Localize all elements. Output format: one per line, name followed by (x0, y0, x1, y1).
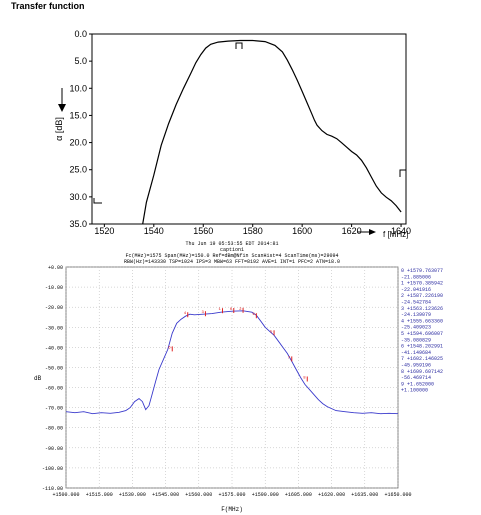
bottom-x-tick-label: +1620.000 (318, 492, 345, 498)
top-y-axis-label: α [dB] (54, 117, 64, 141)
top-x-tick-label: 1520 (94, 226, 114, 236)
marker-table-row: 1 +1570.385942 (401, 281, 443, 287)
top-x-arrow (357, 229, 376, 235)
top-x-tick-label: 1580 (243, 226, 263, 236)
bottom-y-tick-label: -70.00 (45, 406, 63, 412)
marker-table-row: -35.080829 (401, 337, 431, 343)
marker-table-row: -21.885006 (401, 274, 431, 280)
top-y-tick-label: 15.0 (69, 110, 87, 120)
marker-label: 3 (201, 311, 204, 315)
marker-label: 9 (252, 313, 255, 317)
marker-table-row: -24.542784 (401, 300, 431, 306)
bottom-x-axis-label: F(MHz) (221, 506, 243, 513)
marker-table-row: 2 +1587.226190 (401, 293, 443, 299)
top-x-tick-label: 1600 (292, 226, 312, 236)
bottom-x-tick-label: +1605.000 (285, 492, 312, 498)
marker-table-row: -56.469714 (401, 375, 431, 381)
bottom-x-tick-label: +1560.000 (185, 492, 212, 498)
spectrum-header-line: Fc(MHz)=1575 Span(MHz)=150.0 Ref=dBm@Nfi… (125, 253, 338, 259)
bottom-y-tick-label: -110.00 (42, 486, 63, 492)
spectrum-header-line: caption1 (220, 247, 244, 253)
top-y-tick-label: 20.0 (69, 138, 87, 148)
bottom-x-tick-label: +1590.000 (252, 492, 279, 498)
bottom-x-tick-label: +1545.000 (152, 492, 179, 498)
marker-table-row: 6 +1548.202991 (401, 344, 443, 350)
marker-table-row: -24.139079 (401, 312, 431, 318)
marker-label: 7 (288, 356, 291, 360)
bottom-y-tick-label: -100.00 (42, 466, 63, 472)
marker-label: 8 (303, 377, 306, 381)
bottom-x-tick-label: +1635.000 (351, 492, 378, 498)
top-corner-markers (93, 42, 406, 204)
bottom-y-tick-label: -60.00 (45, 386, 63, 392)
bottom-x-tick-label: +1500.000 (52, 492, 79, 498)
bottom-y-axis-label: dB (34, 375, 42, 382)
bottom-y-tick-label: -30.00 (45, 325, 63, 331)
bottom-y-tick-label: -40.00 (45, 345, 63, 351)
top-y-tick-label: 10.0 (69, 83, 87, 93)
transfer-function-chart: 1520 1540 1560 1580 1600 1620 1640 0.0 5.0 10.0 15… (54, 29, 411, 239)
bottom-x-tick-label: +1515.000 (86, 492, 113, 498)
bottom-y-tick-label: -90.00 (45, 446, 63, 452)
marker-table-row: 5 +1594.696007 (401, 331, 443, 337)
top-plot-frame (91, 33, 407, 225)
marker-table-row: -22.041916 (401, 287, 431, 293)
top-series-line (142, 39, 402, 225)
top-y-tick-label: 30.0 (69, 192, 87, 202)
top-y-tick-label: 0.0 (74, 29, 87, 39)
top-y-tick-label: 25.0 (69, 165, 87, 175)
bottom-x-tick-label: +1650.000 (384, 492, 411, 498)
marker-label: 1 (218, 308, 221, 312)
marker-label: 0 (230, 308, 233, 312)
marker-label: 2 (239, 308, 242, 312)
marker-table-row: -41.149684 (401, 350, 431, 356)
marker-label: 6 (168, 346, 171, 350)
top-x-tick-label: 1620 (342, 226, 362, 236)
marker-label: 5 (270, 330, 273, 334)
spectrum-header-line: Thu Jun 19 05:53:55 EDT 2014:81 (185, 241, 278, 247)
bottom-y-tick-label: -20.00 (45, 305, 63, 311)
marker-table-row: -25.409023 (401, 325, 431, 331)
top-y-arrow (58, 88, 66, 112)
bottom-y-tick-label: +0.00 (48, 265, 63, 271)
top-x-axis-label: f [MHz] (383, 230, 408, 239)
bottom-x-tick-label: +1575.000 (218, 492, 245, 498)
marker-table-row: 7 +1602.146025 (401, 356, 443, 362)
bottom-x-tick-label: +1530.000 (119, 492, 146, 498)
figure-title: Transfer function (11, 1, 85, 11)
top-y-tick-label: 5.0 (74, 56, 87, 66)
bottom-series-line (65, 310, 399, 415)
bottom-y-tick-label: -10.00 (45, 285, 63, 291)
marker-label: 4 (184, 312, 187, 316)
top-y-tick-label: 35.0 (69, 219, 87, 229)
marker-table-row: 9 +1.652000 (401, 381, 434, 387)
top-x-tick-label: 1640 (391, 226, 411, 236)
marker-table-row: +1.100000 (401, 388, 428, 394)
top-x-tick-label: 1560 (193, 226, 213, 236)
marker-table-row: 0 +1579.763077 (401, 268, 443, 274)
bottom-y-tick-label: -80.00 (45, 426, 63, 432)
top-x-tick-label: 1540 (144, 226, 164, 236)
spectrum-header-line: RBW(Hz)=143330 TSP=1024 IPS=3 MBW=63 FFT… (124, 259, 340, 265)
marker-table-row: 8 +1609.607142 (401, 369, 443, 375)
marker-table-row: 4 +1555.663360 (401, 318, 443, 324)
bottom-y-tick-label: -50.00 (45, 365, 63, 371)
marker-table-row: 3 +1563.123626 (401, 306, 443, 312)
marker-table-row: -45.959196 (401, 363, 431, 369)
